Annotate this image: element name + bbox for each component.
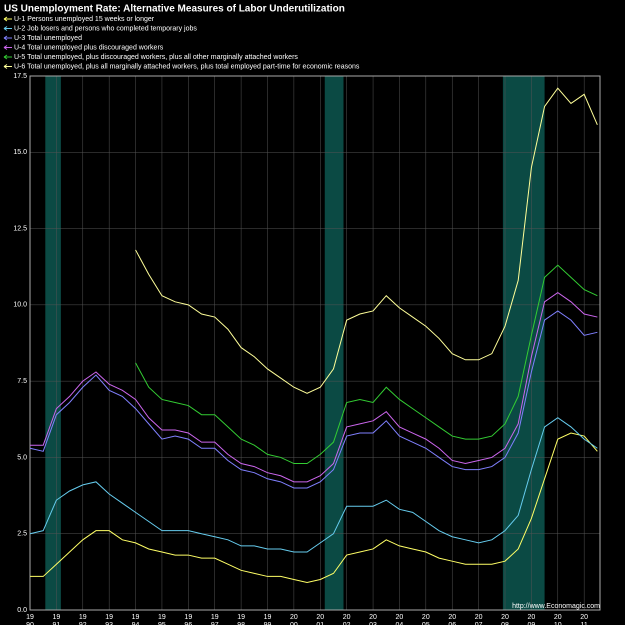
x-tick-label: 1992 <box>79 614 87 625</box>
series-line <box>135 264 598 465</box>
x-tick-label: 1993 <box>105 614 113 625</box>
y-tick-label: 7.5 <box>17 378 27 385</box>
source: http://www.Economagic.com <box>512 603 600 610</box>
y-tick-label: 10.0 <box>13 302 27 309</box>
x-tick-label: 2003 <box>369 614 377 625</box>
legend-label: U-6 Total unemployed, plus all marginall… <box>14 63 360 70</box>
series-line <box>135 87 598 394</box>
x-tick-label: 1990 <box>26 614 34 625</box>
x-tick-label: 2009 <box>527 614 535 625</box>
x-tick-label: 2004 <box>396 614 404 625</box>
x-tick-label: 2010 <box>554 614 562 625</box>
series-line <box>30 292 598 483</box>
x-tick-label: 1996 <box>184 614 192 625</box>
legend-label: U-1 Persons unemployed 15 weeks or longe… <box>14 16 155 23</box>
y-tick-label: 17.5 <box>13 73 27 80</box>
y-tick-label: 12.5 <box>13 225 27 232</box>
x-tick-label: 2008 <box>501 614 509 625</box>
y-tick-label: 5.0 <box>17 454 27 461</box>
chart-title: US Unemployment Rate: Alternative Measur… <box>4 4 345 15</box>
legend-swatch <box>3 26 12 31</box>
y-tick-label: 15.0 <box>13 149 27 156</box>
y-tick-label: 2.5 <box>17 531 27 538</box>
x-tick-label: 2011 <box>580 614 588 625</box>
legend-swatch <box>3 64 12 69</box>
series-line <box>30 432 598 584</box>
recession-band <box>45 76 61 610</box>
legend-swatch <box>3 45 12 50</box>
legend-label: U-5 Total unemployed, plus discouraged w… <box>14 54 298 61</box>
series-line <box>29 310 598 489</box>
legend-swatch <box>3 16 12 22</box>
x-tick-label: 1997 <box>211 614 219 625</box>
x-tick-label: 2006 <box>448 614 456 625</box>
x-tick-label: 2002 <box>343 614 351 625</box>
x-tick-label: 1999 <box>264 614 272 625</box>
x-tick-label: 2007 <box>475 614 483 625</box>
legend-label: U-3 Total unemployed <box>14 35 82 42</box>
plot-frame <box>29 75 601 611</box>
x-tick-label: 1991 <box>52 614 60 625</box>
x-tick-label: 2001 <box>316 614 324 625</box>
recession-band <box>502 76 545 610</box>
x-tick-label: 1995 <box>158 614 166 625</box>
legend-swatch <box>3 54 12 60</box>
legend-label: U-2 Job losers and persons who completed… <box>14 25 197 32</box>
x-tick-label: 2000 <box>290 614 298 625</box>
x-tick-label: 1998 <box>237 614 245 625</box>
x-tick-label: 2005 <box>422 614 430 625</box>
series-line <box>29 417 598 553</box>
legend-label: U-4 Total unemployed plus discouraged wo… <box>14 44 164 51</box>
recession-band <box>324 76 344 610</box>
legend-swatch <box>3 35 12 41</box>
x-tick-label: 1994 <box>132 614 140 625</box>
y-tick-label: 0.0 <box>17 607 27 614</box>
